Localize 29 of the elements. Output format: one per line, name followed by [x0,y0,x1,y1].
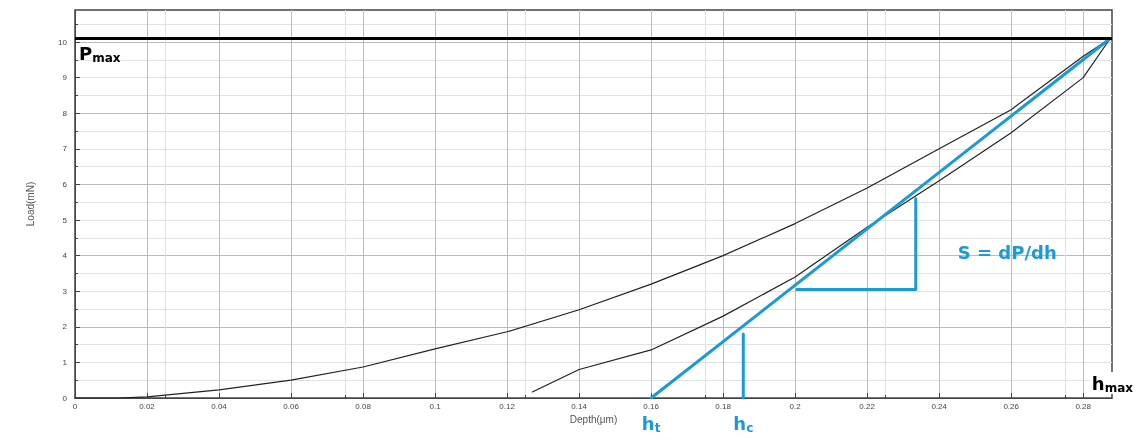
annotation: S = dP/dh [957,241,1057,263]
y-tick-label: 0 [62,393,68,403]
x-tick-label: 0.18 [715,401,732,411]
x-tick-label: 0.08 [355,401,372,411]
x-tick-label: 0.26 [1003,401,1020,411]
y-tick-label: 7 [62,144,68,154]
y-axis-title: Load(mN) [24,181,36,227]
x-tick-label: 0.04 [211,401,228,411]
x-tick-label: 0.1 [429,401,442,411]
y-tick-label: 3 [62,286,68,296]
x-tick-label: 0.22 [859,401,876,411]
x-tick-label: 0.12 [499,401,516,411]
y-tick-label: 1 [62,357,68,367]
x-tick-label: 0.2 [789,401,802,411]
x-tick-label: 0.14 [571,401,588,411]
y-tick-label: 2 [62,322,68,332]
x-tick-label: 0.06 [283,401,300,411]
y-tick-label: 9 [62,73,68,83]
x-axis-title: Depth(μm) [569,414,618,426]
x-tick-label: 0.28 [1075,401,1092,411]
y-tick-label: 4 [62,251,68,261]
x-tick-label: 0.24 [931,401,948,411]
y-tick-label: 8 [62,108,68,118]
y-tick-label: 5 [62,215,68,225]
x-tick-label: 0.16 [643,401,660,411]
y-tick-label: 6 [62,179,68,189]
y-tick-label: 10 [58,37,68,47]
x-tick-label: 0 [72,401,78,411]
x-tick-label: 0.02 [139,401,156,411]
